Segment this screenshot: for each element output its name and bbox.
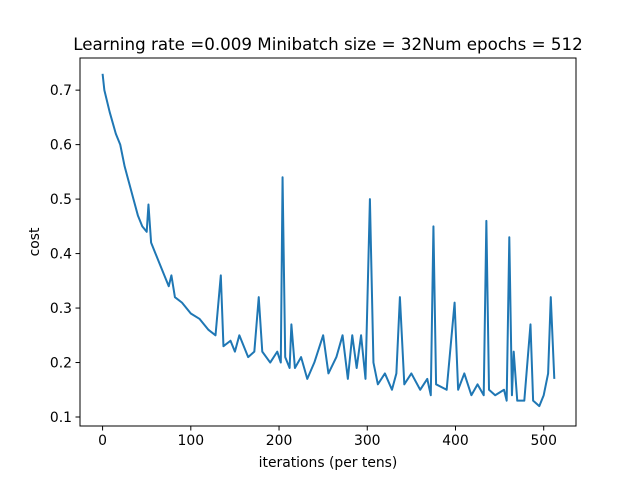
x-axis-label: iterations (per tens) bbox=[259, 455, 398, 471]
y-tick-label: 0.3 bbox=[50, 301, 72, 317]
x-tick-label: 400 bbox=[442, 433, 469, 449]
chart-title: Learning rate =0.009 Minibatch size = 32… bbox=[73, 34, 582, 54]
y-axis-label: cost bbox=[27, 227, 43, 256]
x-tick-label: 100 bbox=[178, 433, 205, 449]
y-tick-label: 0.7 bbox=[50, 83, 72, 99]
plot-frame bbox=[79, 57, 577, 427]
y-tick-label: 0.4 bbox=[50, 247, 72, 263]
y-tick-label: 0.5 bbox=[50, 192, 72, 208]
y-tick-label: 0.6 bbox=[50, 138, 72, 154]
x-tick-label: 500 bbox=[530, 433, 557, 449]
x-tick-label: 300 bbox=[354, 433, 381, 449]
x-tick-label: 200 bbox=[266, 433, 293, 449]
y-tick-label: 0.2 bbox=[50, 356, 72, 372]
y-tick-label: 0.1 bbox=[50, 410, 72, 426]
x-tick-label: 0 bbox=[98, 433, 107, 449]
line-series bbox=[101, 73, 556, 408]
